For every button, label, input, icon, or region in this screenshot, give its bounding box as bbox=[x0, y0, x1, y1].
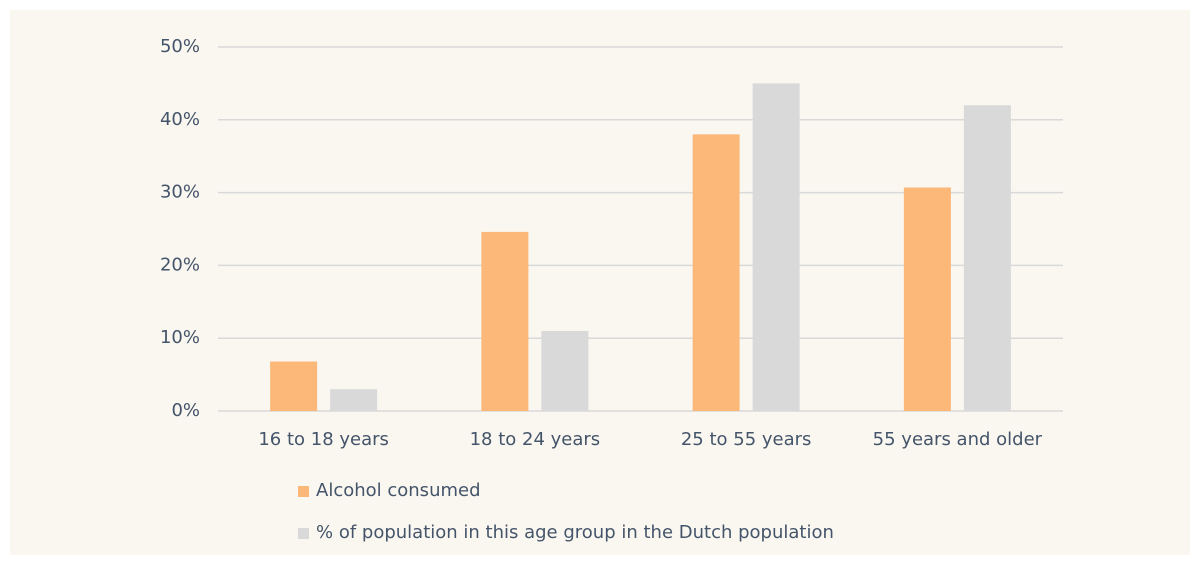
y-tick-label: 0% bbox=[171, 400, 200, 421]
bar bbox=[752, 83, 800, 412]
bar bbox=[270, 361, 318, 411]
x-tick-label: 55 years and older bbox=[873, 429, 1043, 450]
bar bbox=[330, 389, 378, 411]
y-tick-label: 40% bbox=[160, 109, 200, 130]
bar bbox=[903, 187, 951, 411]
legend-label: % of population in this age group in the… bbox=[316, 522, 834, 543]
legend-swatch bbox=[298, 528, 309, 539]
bar bbox=[481, 231, 529, 411]
chart-background bbox=[10, 10, 1190, 555]
x-tick-label: 16 to 18 years bbox=[258, 429, 389, 450]
x-tick-label: 25 to 55 years bbox=[681, 429, 812, 450]
y-tick-label: 50% bbox=[160, 36, 200, 57]
y-tick-label: 30% bbox=[160, 182, 200, 203]
legend-swatch bbox=[298, 486, 309, 497]
bar bbox=[963, 105, 1011, 412]
y-tick-label: 20% bbox=[160, 254, 200, 275]
bar bbox=[541, 330, 589, 411]
bar bbox=[692, 134, 740, 412]
y-tick-label: 10% bbox=[160, 327, 200, 348]
legend-label: Alcohol consumed bbox=[316, 480, 481, 501]
x-tick-label: 18 to 24 years bbox=[470, 429, 601, 450]
